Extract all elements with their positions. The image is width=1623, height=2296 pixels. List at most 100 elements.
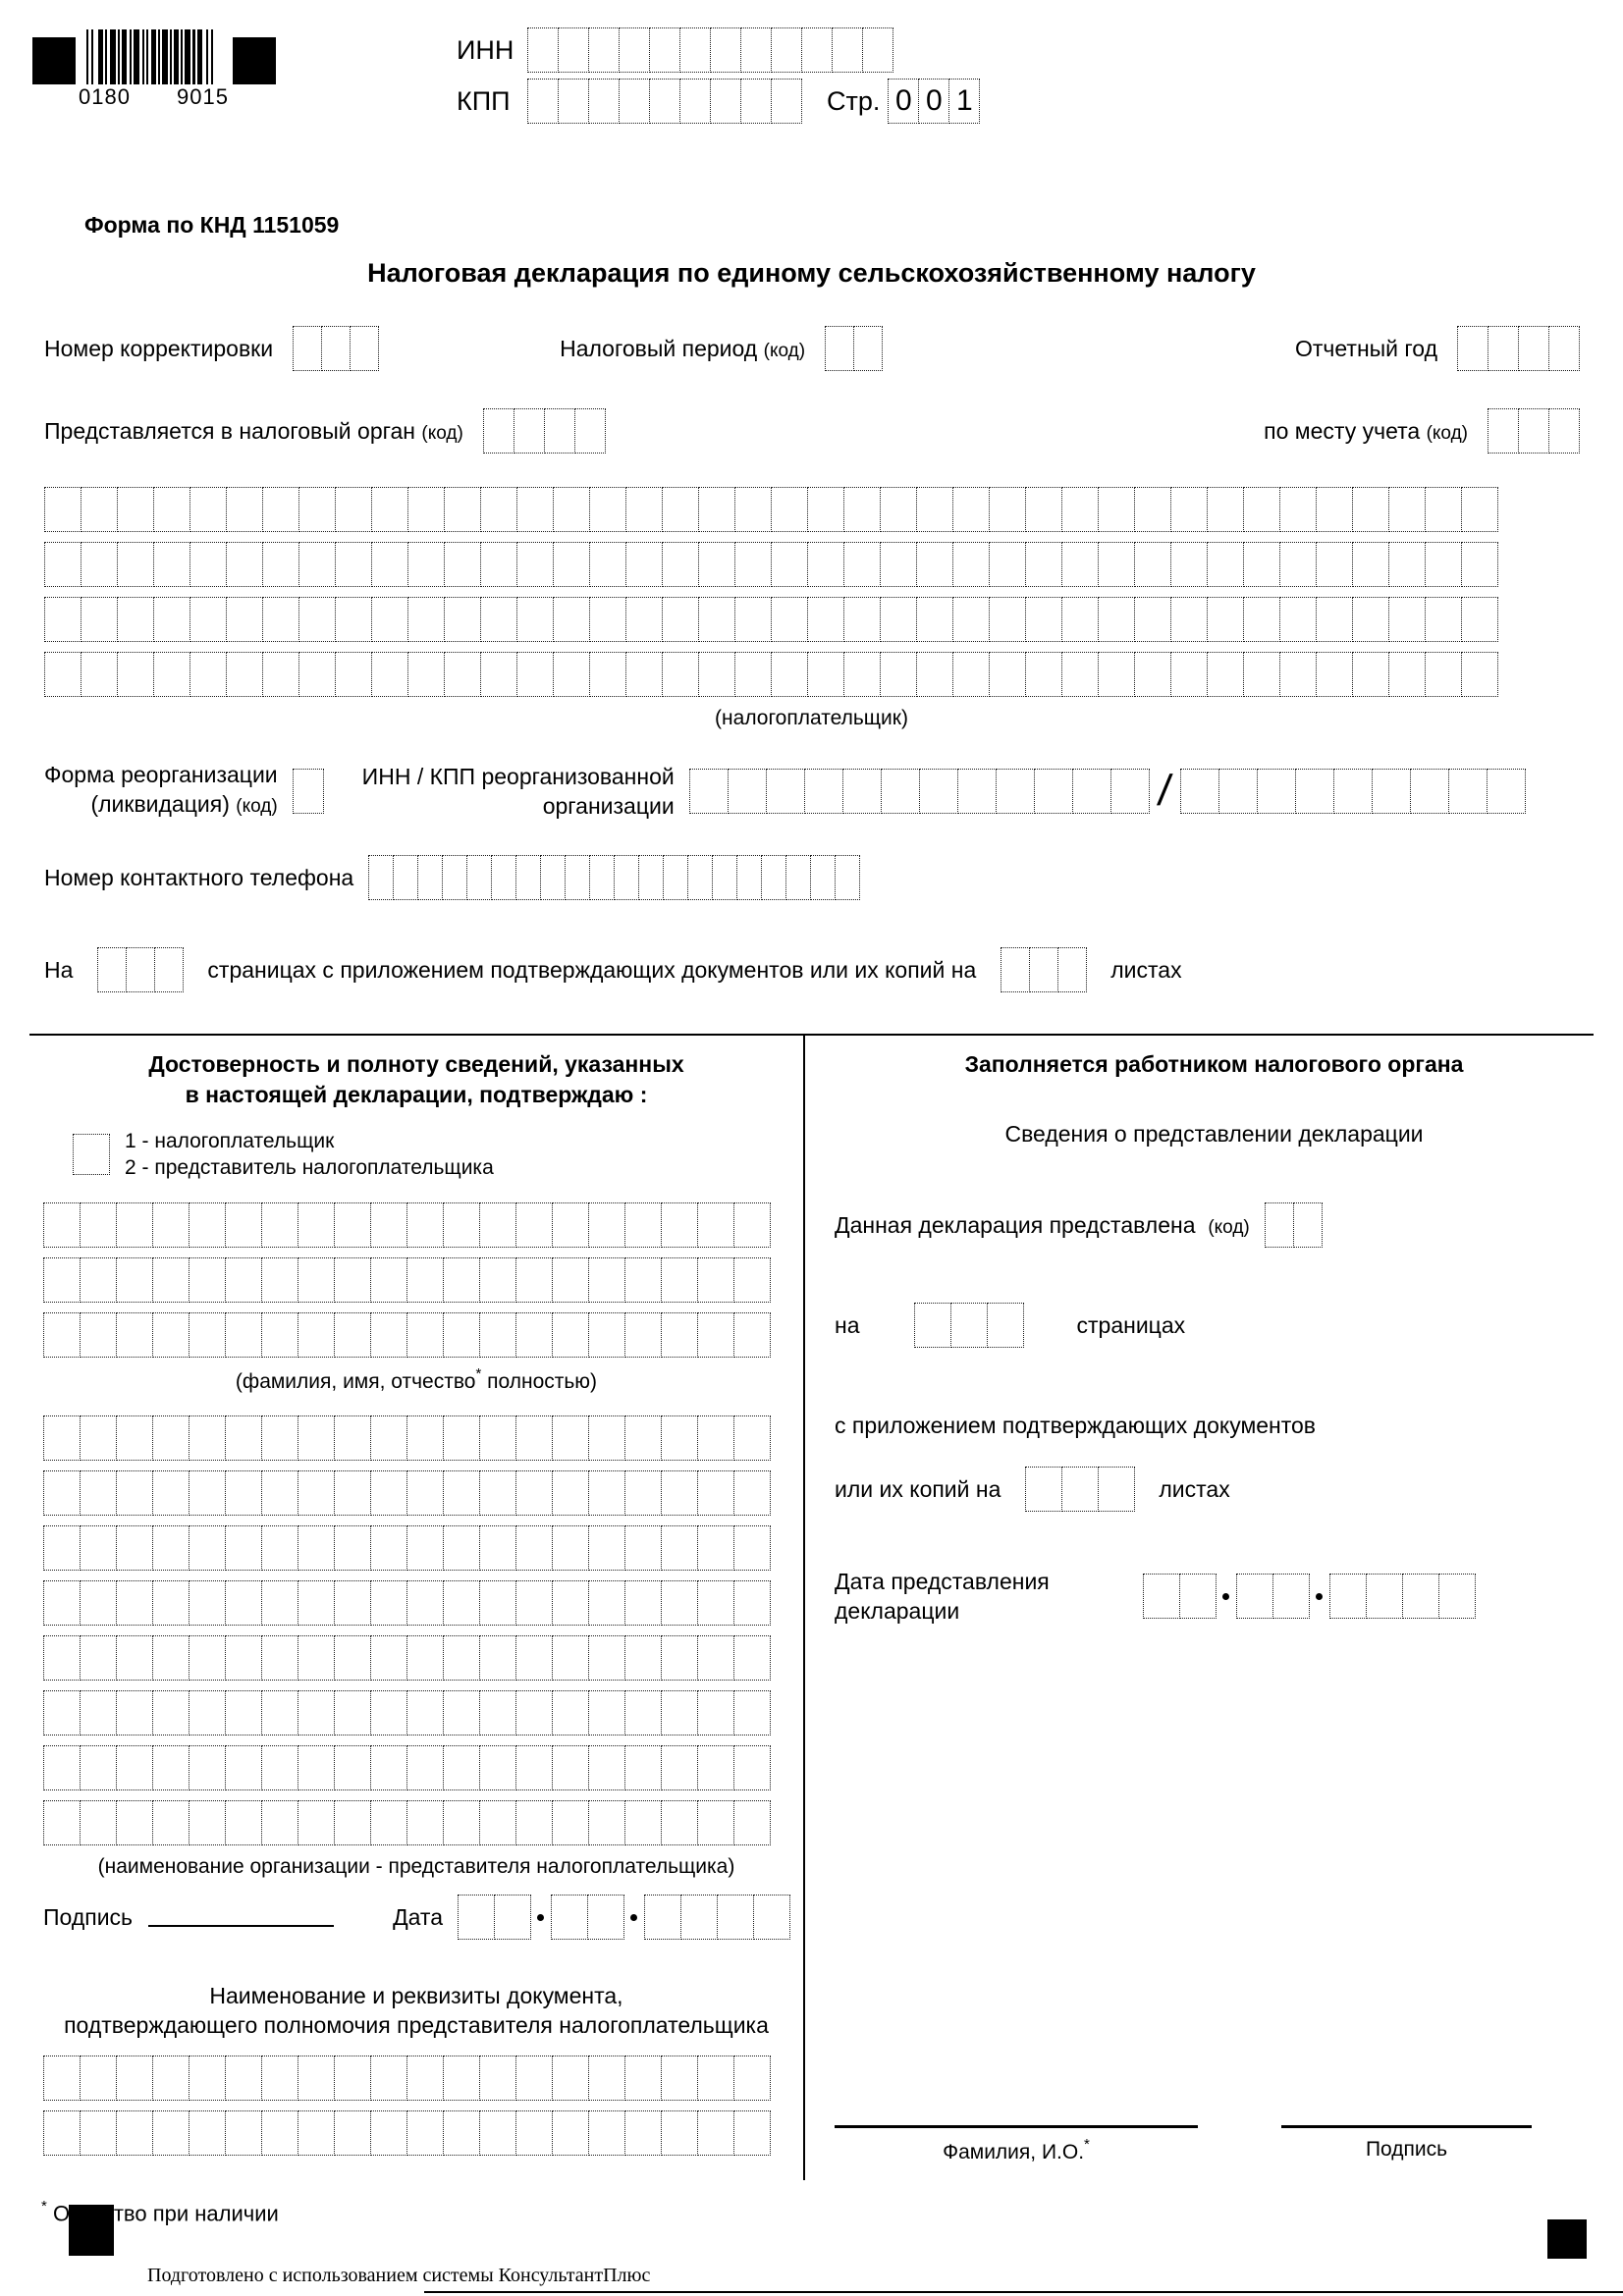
officer-attachments-row: с приложением подтверждающих документов: [835, 1413, 1594, 1439]
phone-field[interactable]: [368, 855, 861, 900]
registration-square-bottom-right: [1547, 2219, 1587, 2259]
sheets-suffix-label: листах: [1110, 956, 1182, 983]
reorg-inn-field[interactable]: [688, 768, 1150, 814]
row-pages-sheets: На страницах с приложением подтверждающи…: [44, 947, 1579, 992]
date-label: Дата: [393, 1903, 443, 1930]
kpp-field[interactable]: [527, 79, 802, 124]
inn-field[interactable]: [527, 27, 893, 73]
reorganization-form-field[interactable]: [292, 768, 324, 814]
submission-month-field[interactable]: [1235, 1574, 1310, 1619]
row-correction-period-year: Номер корректировки Налоговый период (ко…: [44, 326, 1580, 371]
tax-officer-column: Заполняется работником налогового органа…: [805, 1036, 1594, 2180]
form-title: Налоговая декларация по единому сельскох…: [367, 258, 1256, 288]
footnote: * Отчество при наличии: [41, 2198, 279, 2226]
signer-option-taxpayer: 1 - налогоплательщик: [125, 1130, 335, 1152]
confirmation-title: Достоверность и полноту сведений, указан…: [148, 1051, 684, 1107]
date-separator-dot: [1315, 1592, 1323, 1600]
place-of-registration-field[interactable]: [1488, 408, 1580, 454]
tax-authority-field[interactable]: [482, 408, 606, 454]
tax-period-field[interactable]: [825, 326, 884, 371]
representative-org-name-field[interactable]: [43, 1415, 789, 1845]
date-separator-dot: [537, 1913, 544, 1921]
officer-on-label: на: [835, 1311, 860, 1338]
inn-kpp-slash: /: [1155, 766, 1174, 815]
row-reorganization: Форма реорганизации (ликвидация) (код) И…: [44, 760, 1579, 822]
signature-line[interactable]: [148, 1907, 335, 1927]
submission-date-field[interactable]: [1142, 1574, 1476, 1619]
officer-sheets-field[interactable]: [1025, 1467, 1136, 1512]
row-authority-place: Представляется в налоговый орган (код) п…: [44, 408, 1580, 454]
officer-pages-label: страницах: [1076, 1311, 1186, 1338]
tax-period-label: Налоговый период (код): [560, 335, 806, 361]
officer-section-subtitle: Сведения о представлении декларации: [1004, 1121, 1424, 1147]
phone-label: Номер контактного телефона: [44, 864, 354, 890]
officer-surname-label: Фамилия, И.О.*: [943, 2136, 1090, 2163]
sheets-count-field[interactable]: [1001, 947, 1088, 992]
confirmation-section: Достоверность и полноту сведений, указан…: [29, 1034, 1594, 2180]
signer-type-field[interactable]: [73, 1134, 110, 1175]
correction-number-field[interactable]: [293, 326, 380, 371]
officer-surname-block: Фамилия, И.О.*: [835, 2125, 1198, 2164]
officer-copies-row: или их копий на листах: [835, 1467, 1594, 1512]
officer-copies-label: или их копий на: [835, 1475, 1001, 1502]
pages-prefix-label: На: [44, 956, 74, 983]
pages-text-label: страницах с приложением подтверждающих д…: [207, 956, 977, 983]
page-number-label: Стр.: [827, 85, 881, 116]
bottom-rule: [424, 2291, 1623, 2293]
consultant-plus-note: Подготовлено с использованием системы Ко…: [147, 2265, 651, 2286]
org-caption: (наименование организации - представител…: [97, 1855, 735, 1878]
date-year-field[interactable]: [644, 1895, 790, 1940]
reorg-kpp-field[interactable]: [1179, 768, 1526, 814]
kpp-label: КПП: [457, 85, 511, 116]
row-phone: Номер контактного телефона: [44, 855, 1579, 900]
officer-signature-area: Фамилия, И.О.* Подпись: [835, 2125, 1582, 2164]
correction-number-label: Номер корректировки: [44, 335, 274, 361]
registration-square-top-left-2: [233, 37, 276, 84]
authority-document-title: Наименование и реквизиты документа, подт…: [64, 1983, 769, 2038]
authority-document-field[interactable]: [43, 2056, 789, 2156]
officer-signature-label: Подпись: [1365, 2138, 1448, 2161]
page-digit: 1: [948, 79, 981, 124]
page-digit: 0: [918, 79, 950, 124]
date-day-field[interactable]: [458, 1895, 531, 1940]
officer-attachments-label: с приложением подтверждающих документов: [835, 1413, 1317, 1438]
pages-count-field[interactable]: [97, 947, 185, 992]
officer-surname-line[interactable]: [835, 2125, 1198, 2128]
taxpayer-name-field[interactable]: [44, 487, 1579, 697]
inn-label: ИНН: [457, 34, 514, 65]
signer-option-representative: 2 - представитель налогоплательщика: [125, 1156, 494, 1179]
tax-authority-label: Представляется в налоговый орган (код): [44, 417, 463, 444]
declaration-submitted-row: Данная декларация представлена (код): [835, 1202, 1594, 1248]
date-month-field[interactable]: [551, 1895, 624, 1940]
signature-label: Подпись: [43, 1903, 134, 1930]
submission-code-field[interactable]: [1264, 1202, 1323, 1248]
fio-field[interactable]: [43, 1202, 789, 1358]
barcode-number-left: 0180: [79, 84, 131, 109]
officer-signature-block: Подпись: [1281, 2125, 1532, 2164]
officer-signature-line[interactable]: [1281, 2125, 1532, 2128]
officer-pages-field[interactable]: [913, 1303, 1024, 1348]
barcode-number-right: 9015: [177, 84, 229, 109]
signer-type-row: 1 - налогоплательщик 2 - представитель н…: [73, 1128, 789, 1181]
date-separator-dot: [1221, 1592, 1229, 1600]
officer-pages-row: на страницах: [835, 1303, 1594, 1348]
place-of-registration-label: по месту учета (код): [1264, 417, 1468, 444]
officer-sheets-label: листах: [1159, 1475, 1230, 1502]
report-year-label: Отчетный год: [1294, 335, 1437, 361]
taxpayer-caption: (налогоплательщик): [715, 707, 908, 729]
submission-day-field[interactable]: [1142, 1574, 1217, 1619]
barcode-number: 0180 9015: [73, 84, 235, 110]
submission-year-field[interactable]: [1328, 1574, 1476, 1619]
report-year-field[interactable]: [1457, 326, 1580, 371]
signer-type-options: 1 - налогоплательщик 2 - представитель н…: [125, 1128, 494, 1181]
reorg-inn-kpp-label: ИНН / КПП реорганизованной организации: [361, 763, 675, 819]
page-digit: 0: [888, 79, 920, 124]
submission-date-row: Дата представления декларации: [835, 1567, 1594, 1626]
declaration-submitted-label: Данная декларация представлена (код): [835, 1211, 1250, 1238]
signature-date-field[interactable]: [458, 1895, 790, 1940]
date-separator-dot: [630, 1913, 637, 1921]
